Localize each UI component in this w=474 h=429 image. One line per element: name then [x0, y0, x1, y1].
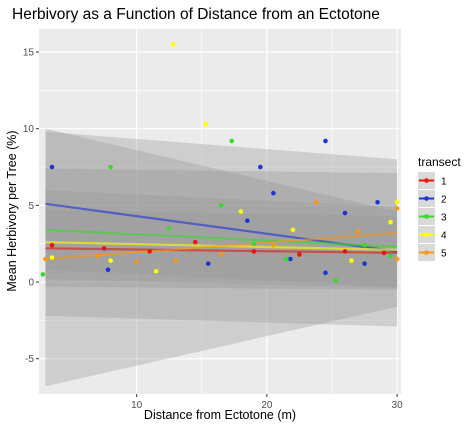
data-point-2 [245, 218, 250, 224]
data-point-2 [258, 164, 263, 170]
data-point-4 [238, 209, 244, 214]
data-point-4 [153, 269, 159, 274]
data-point-4 [290, 227, 296, 233]
data-point-5 [95, 253, 100, 259]
x-tick-label: 10 [131, 400, 143, 411]
chart-title: Herbivory as a Function of Distance from… [12, 6, 380, 23]
data-point-4 [394, 199, 400, 205]
data-point-5 [43, 256, 48, 262]
data-point-2 [342, 210, 348, 216]
data-point-2 [271, 190, 276, 196]
x-tick-label: 30 [392, 400, 404, 411]
data-point-2 [105, 267, 111, 273]
data-point-3 [40, 272, 46, 277]
data-point-3 [388, 253, 393, 259]
legend-point-5 [424, 250, 429, 255]
x-tick-label: 20 [261, 400, 273, 411]
data-point-3 [333, 278, 339, 283]
data-point-5 [394, 206, 400, 211]
data-point-3 [219, 203, 224, 208]
data-point-2 [362, 261, 367, 266]
legend-point-1 [424, 178, 429, 183]
legend-title: transect [418, 155, 461, 169]
data-point-1 [49, 242, 55, 248]
data-point-4 [203, 121, 208, 127]
data-point-5 [173, 258, 179, 263]
data-point-5 [134, 259, 139, 265]
legend-label-4: 4 [441, 231, 447, 242]
data-point-1 [381, 250, 387, 256]
data-point-3 [108, 164, 113, 170]
data-point-5 [271, 242, 276, 248]
data-point-2 [375, 199, 380, 205]
data-point-3 [284, 256, 289, 262]
y-tick-label: 0 [28, 278, 34, 289]
data-point-4 [388, 219, 393, 225]
data-point-4 [108, 258, 113, 263]
data-point-5 [314, 199, 319, 205]
data-point-3 [251, 241, 257, 247]
legend-point-3 [424, 214, 429, 219]
data-point-1 [147, 249, 152, 254]
data-point-2 [323, 270, 328, 276]
data-point-2 [288, 256, 293, 262]
data-point-1 [297, 252, 302, 257]
fit-line-5 [45, 231, 398, 261]
y-axis-label: Mean Herbivory per Tree (%) [5, 130, 19, 291]
y-tick-label: 15 [23, 48, 35, 59]
legend-point-2 [424, 196, 429, 201]
fit-line-3 [45, 228, 398, 248]
legend-label-2: 2 [441, 195, 447, 206]
confidence-band-5 [45, 131, 398, 387]
legend-label-3: 3 [441, 213, 447, 224]
y-tick-label: -5 [25, 354, 34, 365]
legend: transect 1 2 3 4 5 [418, 155, 461, 261]
data-point-4 [349, 258, 354, 263]
data-point-5 [219, 252, 224, 257]
legend-label-1: 1 [441, 177, 447, 188]
data-point-1 [251, 249, 257, 254]
confidence-band-4 [45, 168, 398, 327]
data-points [40, 42, 400, 283]
data-point-2 [205, 261, 211, 266]
data-point-2 [49, 164, 55, 170]
data-point-4 [170, 42, 176, 47]
legend-label-5: 5 [441, 249, 447, 260]
y-tick-label: 5 [28, 201, 34, 212]
legend-point-4 [424, 232, 429, 237]
data-point-5 [394, 256, 400, 262]
data-point-3 [362, 242, 367, 248]
data-point-2 [323, 138, 328, 144]
data-point-4 [49, 255, 55, 260]
data-point-1 [192, 239, 198, 245]
data-point-5 [355, 229, 361, 234]
axes: 10 20 30 -5 0 5 10 15 [23, 48, 403, 411]
data-point-3 [166, 226, 172, 231]
grid-lines [39, 29, 401, 394]
x-axis-label: Distance from Ectotone (m) [144, 408, 296, 422]
y-tick-label: 10 [23, 124, 35, 135]
data-point-1 [342, 249, 348, 254]
data-point-1 [101, 246, 107, 251]
data-point-3 [229, 138, 235, 144]
